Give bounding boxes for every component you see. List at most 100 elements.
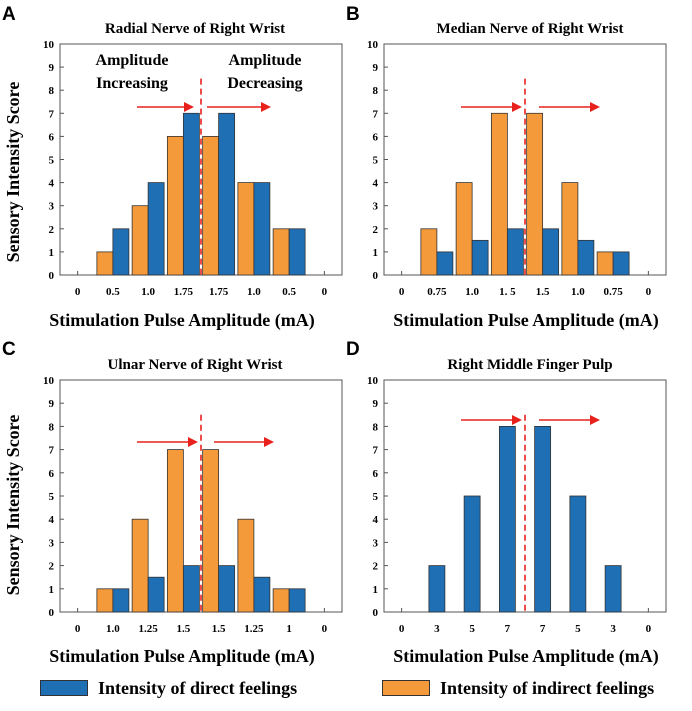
bar-indirect [237, 182, 255, 276]
panel-title: Right Middle Finger Pulp [447, 357, 612, 373]
x-tick-label: 0 [322, 623, 328, 635]
x-tick-label: 1.25 [139, 623, 159, 635]
bar-indirect [166, 135, 184, 276]
legend-direct: Intensity of direct feelings [40, 676, 297, 700]
bar-indirect [131, 518, 149, 613]
y-tick-label: 2 [49, 561, 55, 573]
y-tick-label: 0 [49, 270, 55, 282]
bar-indirect [596, 251, 614, 276]
x-tick-label: 0 [75, 286, 81, 298]
x-tick-label: 0.5 [282, 286, 296, 298]
bar-direct [577, 239, 595, 276]
y-tick-label: 0 [373, 270, 379, 282]
panel-letter-c: C [2, 339, 16, 360]
x-tick-label: 1.75 [174, 286, 194, 298]
y-tick-label: 10 [43, 39, 55, 51]
legend-indirect-swatch [382, 680, 430, 696]
y-tick-label: 3 [49, 201, 55, 213]
bar-direct [463, 495, 481, 613]
y-tick-label: 0 [49, 607, 55, 619]
x-tick-label: 0.5 [106, 286, 120, 298]
y-tick-label: 1 [373, 247, 379, 259]
bar-indirect [272, 588, 290, 613]
bar-direct [218, 112, 236, 276]
x-tick-label: 1.5 [536, 286, 550, 298]
y-tick-label: 0 [373, 607, 379, 619]
arrow-head [184, 102, 194, 112]
x-tick-label: 7 [540, 623, 546, 635]
bar-indirect [202, 135, 220, 276]
x-tick-label: 0 [75, 623, 81, 635]
y-tick-label: 4 [373, 514, 379, 526]
bar-direct [147, 576, 165, 613]
y-tick-label: 1 [49, 584, 55, 596]
y-tick-label: 9 [49, 62, 55, 74]
y-axis-label-top: Sensory Intensity Score [3, 82, 23, 263]
x-tick-label: 1 [286, 623, 292, 635]
bar-direct [218, 565, 236, 613]
x-axis-label-b: Stimulation Pulse Amplitude (mA) [393, 310, 659, 331]
bar-direct [569, 495, 587, 613]
bar-direct [253, 182, 271, 276]
x-tick-label: 1.0 [106, 623, 120, 635]
panel-title: Ulnar Nerve of Right Wrist [108, 357, 283, 373]
bar-indirect [202, 449, 220, 613]
arrow-head [261, 102, 271, 112]
x-tick-label: 0.75 [604, 286, 624, 298]
panel-title: Radial Nerve of Right Wrist [105, 21, 285, 37]
y-tick-label: 2 [49, 224, 55, 236]
y-tick-label: 9 [373, 398, 379, 410]
bar-direct [506, 228, 524, 276]
panel-b: B Median Nerve of Right Wrist 0 1 2 3 4 5 6 7 8 9 10… [346, 4, 667, 298]
y-tick-label: 3 [373, 201, 379, 213]
y-tick-label: 6 [373, 468, 379, 480]
bar-indirect [237, 518, 255, 613]
bar-direct [288, 228, 306, 276]
arrow-head [512, 102, 522, 112]
y-tick-label: 1 [49, 247, 55, 259]
y-tick-label: 4 [49, 514, 55, 526]
legend-indirect: Intensity of indirect feelings [382, 676, 654, 700]
panel-title: Median Nerve of Right Wrist [437, 21, 624, 37]
bar-direct [471, 239, 489, 276]
bar-direct [182, 112, 200, 276]
y-tick-label: 3 [373, 537, 379, 549]
bar-direct [534, 425, 552, 613]
arrow-head [512, 415, 522, 425]
bar-indirect [561, 182, 579, 276]
y-tick-label: 8 [373, 421, 379, 433]
y-tick-label: 5 [49, 155, 55, 167]
y-tick-label: 4 [49, 178, 55, 190]
arrow-head [590, 102, 600, 112]
x-tick-label: 1.5 [177, 623, 191, 635]
x-axis-label-d: Stimulation Pulse Amplitude (mA) [393, 646, 659, 667]
x-tick-label: 5 [575, 623, 581, 635]
y-tick-label: 4 [373, 178, 379, 190]
bar-indirect [131, 205, 149, 276]
y-tick-label: 5 [49, 491, 55, 503]
y-tick-label: 8 [373, 85, 379, 97]
arrow-head [590, 415, 600, 425]
legend-indirect-label: Intensity of indirect feelings [440, 677, 655, 698]
bar-direct [542, 228, 560, 276]
bar-direct [112, 588, 130, 613]
x-axis-label-a: Stimulation Pulse Amplitude (mA) [49, 310, 315, 331]
y-tick-label: 2 [373, 561, 379, 573]
bar-indirect [455, 182, 473, 276]
y-tick-label: 5 [373, 155, 379, 167]
bar-indirect [490, 112, 508, 276]
panel-letter-b: B [346, 4, 360, 25]
y-tick-label: 6 [49, 131, 55, 143]
x-tick-label: 1.5 [212, 623, 226, 635]
x-tick-label: 1.0 [571, 286, 585, 298]
y-tick-label: 9 [49, 398, 55, 410]
y-tick-label: 1 [373, 584, 379, 596]
x-tick-label: 0 [322, 286, 328, 298]
bar-direct [604, 565, 622, 613]
bar-direct [612, 251, 630, 276]
bar-indirect [166, 449, 184, 613]
panel-letter-d: D [346, 339, 360, 360]
y-tick-label: 10 [43, 375, 55, 387]
x-tick-label: 0 [646, 286, 652, 298]
